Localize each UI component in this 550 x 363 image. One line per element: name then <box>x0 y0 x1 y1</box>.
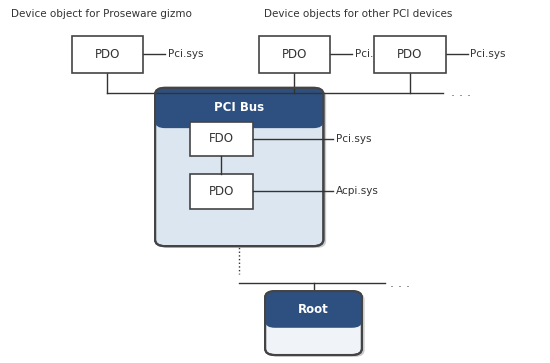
FancyBboxPatch shape <box>268 293 365 357</box>
FancyBboxPatch shape <box>265 291 362 328</box>
Text: Pci.sys: Pci.sys <box>168 49 204 60</box>
Text: PDO: PDO <box>208 185 234 198</box>
Text: Root: Root <box>298 303 329 316</box>
Text: Pci.sys: Pci.sys <box>355 49 390 60</box>
Text: PDO: PDO <box>95 48 120 61</box>
Text: . . .: . . . <box>390 277 410 290</box>
Text: PDO: PDO <box>282 48 307 61</box>
Text: PDO: PDO <box>397 48 422 61</box>
FancyBboxPatch shape <box>155 88 323 128</box>
Text: Pci.sys: Pci.sys <box>336 134 371 144</box>
Text: PCI Bus: PCI Bus <box>214 102 265 114</box>
FancyBboxPatch shape <box>190 174 253 209</box>
Text: FDO: FDO <box>209 132 234 145</box>
FancyBboxPatch shape <box>190 122 253 156</box>
FancyBboxPatch shape <box>374 36 446 73</box>
FancyBboxPatch shape <box>158 90 326 248</box>
Bar <box>168 108 311 122</box>
FancyBboxPatch shape <box>72 36 143 73</box>
Text: . . .: . . . <box>451 86 471 99</box>
FancyBboxPatch shape <box>258 36 330 73</box>
Text: Device objects for other PCI devices: Device objects for other PCI devices <box>264 9 452 19</box>
Text: Device object for Proseware gizmo: Device object for Proseware gizmo <box>11 9 192 19</box>
FancyBboxPatch shape <box>155 88 323 246</box>
FancyBboxPatch shape <box>265 291 362 355</box>
Bar <box>278 309 349 321</box>
Text: Pci.sys: Pci.sys <box>470 49 506 60</box>
Text: Acpi.sys: Acpi.sys <box>336 187 378 196</box>
